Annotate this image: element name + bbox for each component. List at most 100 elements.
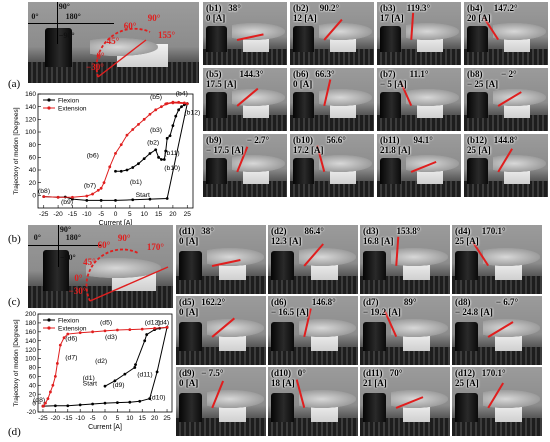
data-point-extension: [171, 101, 175, 105]
chart-b: -25 -20 -15 -10 -5 0 5 10 15 20 25 0 20 40 60 80 100 120 1…: [13, 90, 200, 227]
data-point-extension: [154, 108, 158, 112]
d-frame-3: (d3) 16.8 [A] 153.8°: [360, 225, 450, 294]
frame-angle: 153.8°: [396, 226, 421, 236]
frame-label: (b6) 0 [A]: [293, 69, 312, 89]
data-point-extension: [49, 390, 52, 394]
data-point-extension: [116, 328, 119, 332]
frame-label: (d11) 21 [A]: [363, 368, 387, 388]
data-point-flexion: [143, 339, 147, 343]
y-tick-label: 160: [25, 329, 36, 336]
frame-label: (d10) 18 [A]: [271, 368, 295, 388]
data-point-extension: [99, 186, 103, 190]
frame-current: 18 [A]: [271, 378, 295, 388]
data-point-extension: [91, 330, 94, 334]
annotation-label: (b1): [130, 179, 142, 186]
data-point-extension: [108, 165, 112, 169]
annotation-label: (b12): [184, 109, 200, 116]
legend-label: Extension: [58, 326, 87, 333]
data-point-extension: [153, 326, 157, 330]
frame-angle: − 2°: [501, 69, 517, 79]
annotation-label: (d1): [83, 375, 95, 382]
data-point-extension: [142, 117, 146, 121]
annotation-label: (b11): [164, 150, 179, 157]
frame-id: (b12): [467, 135, 487, 145]
d-frame-4: (d4) 25 [A] 170.1°: [452, 225, 542, 294]
legend-label: Flexion: [58, 98, 79, 105]
x-tick-label: -5: [98, 211, 104, 218]
y-tick-label: 20: [29, 180, 37, 187]
y-axis-label: Trajectory of motion [Degrees]: [13, 107, 20, 194]
data-point-flexion: [114, 199, 117, 202]
data-point-flexion: [116, 401, 119, 405]
data-point-flexion: [103, 401, 107, 405]
frame-current: 16.8 [A]: [363, 236, 394, 246]
x-tick-label: 20: [151, 415, 159, 422]
x-tick-label: -15: [63, 415, 73, 422]
frame-angle: − 6.7°: [495, 297, 519, 307]
frame-label: (d9) 0 [A]: [179, 368, 198, 388]
frame-id: (b3): [380, 3, 396, 13]
frame-id: (d10): [271, 368, 291, 378]
y-tick-label: 140: [25, 104, 36, 111]
frame-id: (d9): [179, 368, 195, 378]
x-tick-label: 10: [126, 415, 134, 422]
x-tick-label: 0: [114, 211, 118, 218]
b-frame-1: (b1) 0 [A] 38°: [203, 2, 287, 65]
data-point-flexion: [138, 399, 142, 403]
data-point-flexion: [165, 197, 169, 200]
y-tick-label: 80: [29, 365, 37, 372]
tag-d: (d): [8, 426, 21, 438]
frame-current: 12 [A]: [293, 13, 317, 23]
b-frame-10: (b10) 17.2 [A] 56.6°: [290, 134, 374, 197]
data-point-extension: [140, 327, 144, 331]
data-point-extension: [137, 123, 140, 126]
photo-a: 90° 0° 180° −90° 90° 60° 45° 0° −30° 155…: [28, 2, 199, 83]
x-tick-label: 15: [139, 415, 147, 422]
frame-label: (b4) 20 [A]: [467, 3, 491, 23]
photo-c: 90° 0° 180° −90° 90° 60° 45° 0° −30° 170…: [28, 225, 173, 308]
dial-arc-c: [85, 248, 169, 302]
annotation-label: (b3): [150, 127, 162, 134]
frame-id: (b1): [206, 3, 222, 13]
data-point-flexion: [157, 155, 160, 159]
data-point-flexion: [148, 197, 152, 201]
data-point-extension: [185, 102, 189, 106]
frame-id: (d5): [179, 297, 195, 307]
data-point-flexion: [160, 158, 163, 161]
data-point-extension: [102, 181, 106, 185]
frame-label: (d2) 12.3 [A]: [271, 226, 302, 246]
b-frame-3: (b3) 17 [A] 119.3°: [377, 2, 461, 65]
frame-id: (d7): [363, 297, 379, 307]
frame-angle: 70°: [389, 368, 403, 378]
frame-current: − 17.5 [A]: [206, 145, 244, 155]
frame-current: 25 [A]: [455, 236, 479, 246]
data-point-flexion: [128, 400, 132, 404]
y-tick-label: 180: [25, 320, 36, 327]
frame-label: (b2) 12 [A]: [293, 3, 317, 23]
frame-label: (b8) − 25 [A]: [467, 69, 498, 89]
d-frame-11: (d11) 21 [A] 70°: [360, 367, 450, 436]
tag-c: (c): [8, 296, 21, 308]
frame-angle: 170.1°: [481, 226, 506, 236]
frame-label: (b5) 17.5 [A]: [206, 69, 237, 89]
frame-id: (d8): [455, 297, 471, 307]
y-tick-label: 0: [32, 400, 36, 407]
annotation-label: (d12): [145, 320, 161, 327]
x-tick-label: 15: [155, 211, 163, 218]
data-point-extension: [91, 192, 94, 196]
frame-id: (b5): [206, 69, 222, 79]
frame-label: (d8) − 24.8 [A]: [455, 297, 493, 317]
frame-label: (b9) − 17.5 [A]: [206, 135, 244, 155]
b-frame-11: (b11) 21.8 [A] 94.1°: [377, 134, 461, 197]
annotation-label: Start: [83, 380, 97, 387]
annotation-label: (b5): [150, 94, 162, 101]
data-point-extension: [177, 100, 181, 104]
y-tick-label: 100: [25, 356, 36, 363]
dial-arc-a: [95, 27, 151, 78]
frame-id: (d11): [363, 368, 383, 378]
x-tick-label: -15: [68, 211, 78, 218]
frame-label: (d7) − 19.2 [A]: [363, 297, 401, 317]
y-tick-label: 100: [25, 129, 36, 136]
x-tick-label: -20: [51, 415, 61, 422]
frame-id: (b8): [467, 69, 483, 79]
